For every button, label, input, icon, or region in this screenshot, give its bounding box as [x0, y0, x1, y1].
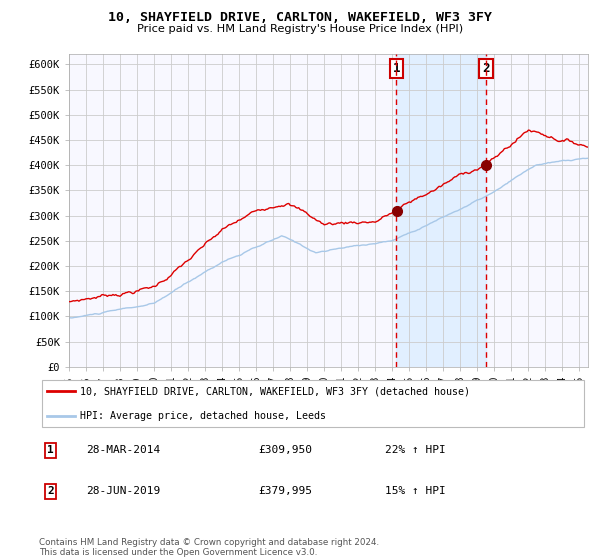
Text: 22% ↑ HPI: 22% ↑ HPI [385, 445, 446, 455]
Text: 10, SHAYFIELD DRIVE, CARLTON, WAKEFIELD, WF3 3FY: 10, SHAYFIELD DRIVE, CARLTON, WAKEFIELD,… [108, 11, 492, 24]
Text: 1: 1 [47, 445, 54, 455]
Text: £309,950: £309,950 [259, 445, 313, 455]
Text: Contains HM Land Registry data © Crown copyright and database right 2024.
This d: Contains HM Land Registry data © Crown c… [39, 538, 379, 557]
Text: 2: 2 [482, 62, 490, 75]
Text: £379,995: £379,995 [259, 486, 313, 496]
FancyBboxPatch shape [42, 380, 584, 427]
Text: 10, SHAYFIELD DRIVE, CARLTON, WAKEFIELD, WF3 3FY (detached house): 10, SHAYFIELD DRIVE, CARLTON, WAKEFIELD,… [80, 386, 470, 396]
Text: 28-MAR-2014: 28-MAR-2014 [86, 445, 160, 455]
Text: 2: 2 [47, 486, 54, 496]
Text: 1: 1 [392, 62, 400, 75]
Text: HPI: Average price, detached house, Leeds: HPI: Average price, detached house, Leed… [80, 410, 326, 421]
Text: 15% ↑ HPI: 15% ↑ HPI [385, 486, 446, 496]
Text: Price paid vs. HM Land Registry's House Price Index (HPI): Price paid vs. HM Land Registry's House … [137, 24, 463, 34]
Text: 28-JUN-2019: 28-JUN-2019 [86, 486, 160, 496]
Bar [397, 54, 486, 367]
